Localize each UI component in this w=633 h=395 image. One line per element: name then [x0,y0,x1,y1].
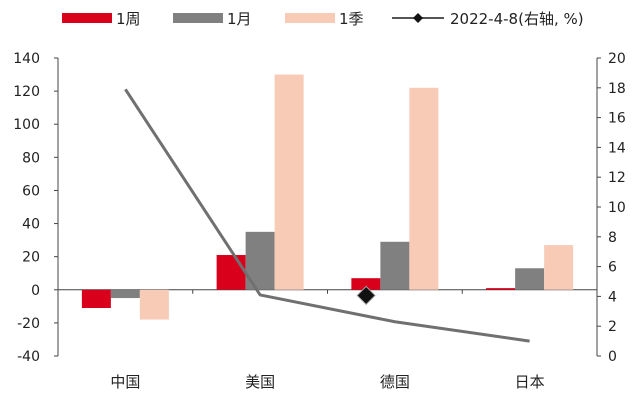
legend-item: 1月 [173,10,252,28]
bar [380,241,410,290]
right-tick-label: 16 [608,111,626,127]
right-tick-label: 2 [608,319,617,335]
line-marker-diamond [356,285,376,306]
left-tick-label: -40 [17,349,40,365]
right-tick-label: 20 [608,51,626,67]
legend-item: 2022-4-8(右轴, %) [392,10,584,28]
right-tick-label: 4 [608,289,617,305]
right-tick-label: 0 [608,349,617,365]
right-tick-label: 8 [608,230,617,246]
bar [274,74,304,290]
line-series [124,88,530,343]
legend: 1周 1月 1季 2022-4-8(右轴, %) [62,10,584,28]
legend-swatch [285,13,335,23]
left-tick-label: 100 [13,117,40,133]
right-tick-label: 12 [608,170,626,186]
legend-swatch [62,13,112,23]
right-tick-label: 18 [608,81,626,97]
line-path [124,88,530,343]
category-label: 德国 [380,373,410,391]
bar [216,255,246,290]
legend-item: 1季 [285,10,364,28]
bars [81,74,574,320]
right-tick-label: 10 [608,200,626,216]
category-label: 美国 [245,373,275,391]
legend-label: 1月 [227,10,252,28]
legend-label: 2022-4-8(右轴, %) [450,10,584,28]
legend-diamond [413,13,423,23]
left-tick-label: 20 [22,250,40,266]
bar [515,268,545,290]
bar [81,289,111,308]
bar [351,278,381,290]
left-tick-label: 120 [13,84,40,100]
legend-swatch [173,13,223,23]
axes: -40 -20 0 20 40 60 80 100 120 140 0 2 4 6 8 10 12 14 16 18 2… [13,51,626,391]
legend-label: 1季 [339,10,364,28]
left-tick-label: 60 [22,183,40,199]
left-tick-label: 40 [22,217,40,233]
right-tick-label: 6 [608,260,617,276]
bar [544,245,574,290]
bar [409,87,439,290]
category-label: 中国 [110,373,140,391]
left-tick-label: 0 [31,283,40,299]
category-label: 日本 [515,373,545,391]
left-tick-label: 80 [22,150,40,166]
left-tick-label: 140 [13,51,40,67]
right-tick-label: 14 [608,140,626,156]
bar [139,289,169,320]
legend-label: 1周 [116,10,141,28]
left-tick-label: -20 [17,316,40,332]
bar [110,289,140,299]
legend-item: 1周 [62,10,141,28]
bar [486,288,516,290]
